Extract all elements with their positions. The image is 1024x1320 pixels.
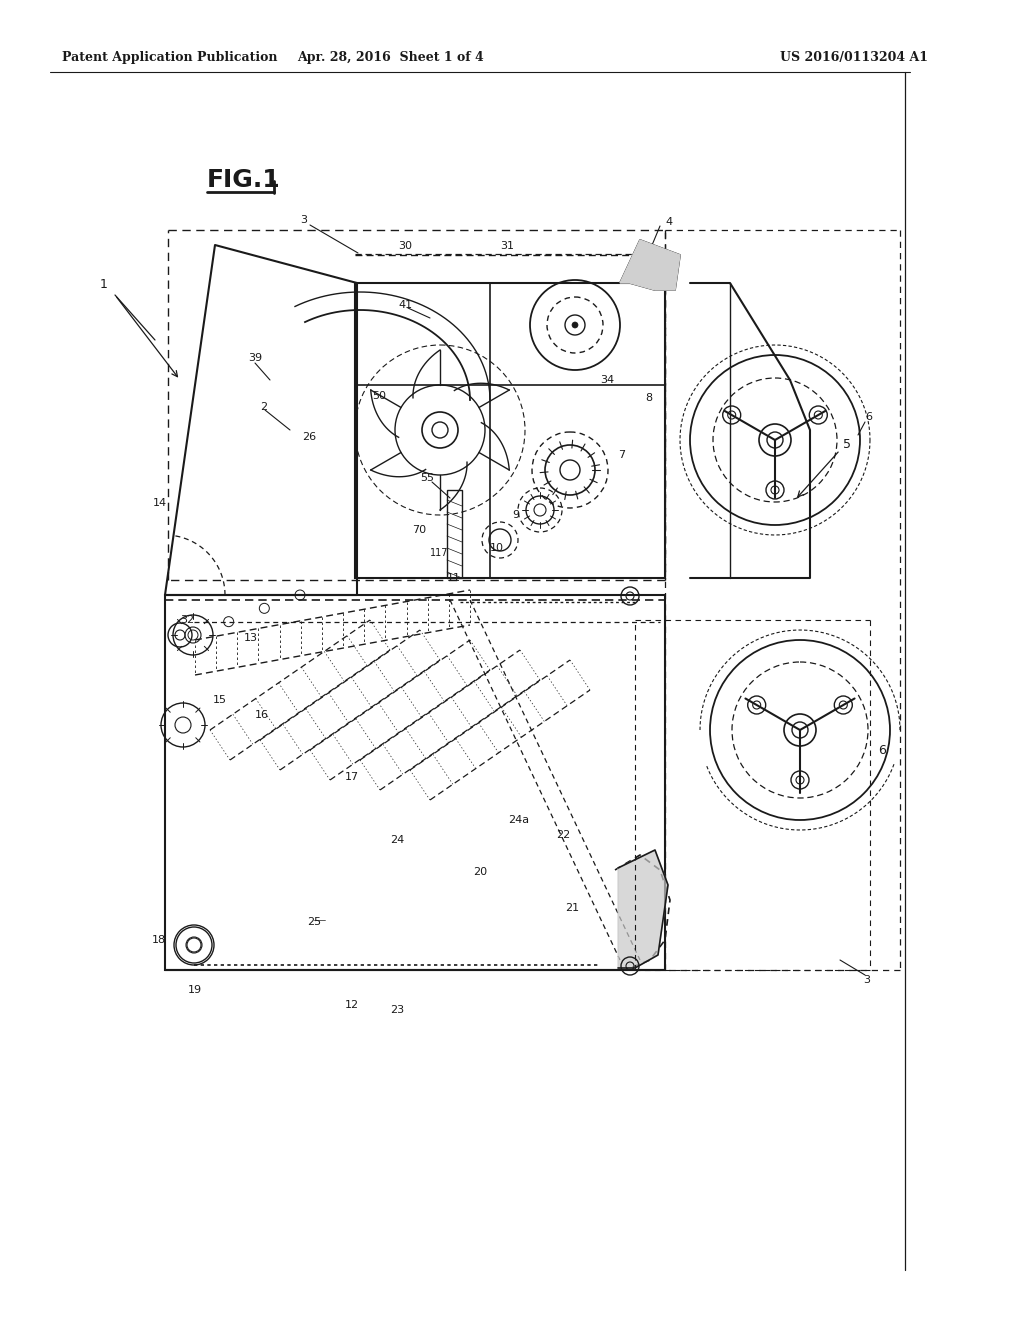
Text: 9: 9 [512,510,519,520]
Text: 23: 23 [390,1005,404,1015]
Text: 26: 26 [302,432,316,442]
Text: 2: 2 [260,403,267,412]
Text: 30: 30 [398,242,412,251]
Text: 15: 15 [213,696,227,705]
Bar [355,282,665,578]
Text: 13: 13 [244,634,258,643]
Text: 10: 10 [490,543,504,553]
Text: 70: 70 [412,525,426,535]
Text: Apr. 28, 2016  Sheet 1 of 4: Apr. 28, 2016 Sheet 1 of 4 [297,50,483,63]
Text: 50: 50 [372,391,386,401]
Text: 24: 24 [390,836,404,845]
Text: 117: 117 [430,548,449,558]
Text: 17: 17 [345,772,359,781]
Text: 6: 6 [878,743,886,756]
Bar [447,490,462,578]
Polygon shape [620,240,680,290]
Text: 31: 31 [500,242,514,251]
Text: 24a: 24a [508,814,529,825]
Text: 18: 18 [152,935,166,945]
Bar [165,595,665,970]
Polygon shape [618,850,668,968]
Text: US 2016/0113204 A1: US 2016/0113204 A1 [780,50,928,63]
Text: 8: 8 [645,393,652,403]
Text: 22: 22 [556,830,570,840]
Text: 55: 55 [420,473,434,483]
Text: 34: 34 [600,375,614,385]
Text: 4: 4 [665,216,672,227]
Text: Patent Application Publication: Patent Application Publication [62,50,278,63]
Text: 3: 3 [300,215,307,224]
Text: 19: 19 [188,985,202,995]
Text: 20: 20 [473,867,487,876]
Text: 21: 21 [565,903,580,913]
Text: 11: 11 [447,573,461,583]
Text: 16: 16 [255,710,269,719]
Text: 41: 41 [398,300,412,310]
Text: 6: 6 [865,412,872,422]
Text: 1: 1 [100,279,108,292]
Circle shape [572,322,578,327]
Text: 14: 14 [153,498,167,508]
Text: 3: 3 [863,975,870,985]
Text: 7: 7 [618,450,625,459]
Text: 5: 5 [843,437,851,450]
Text: 12: 12 [345,1001,359,1010]
Text: FIG.1: FIG.1 [207,168,281,191]
Text: 32: 32 [180,615,195,624]
Text: 39: 39 [248,352,262,363]
Text: 25: 25 [307,917,322,927]
